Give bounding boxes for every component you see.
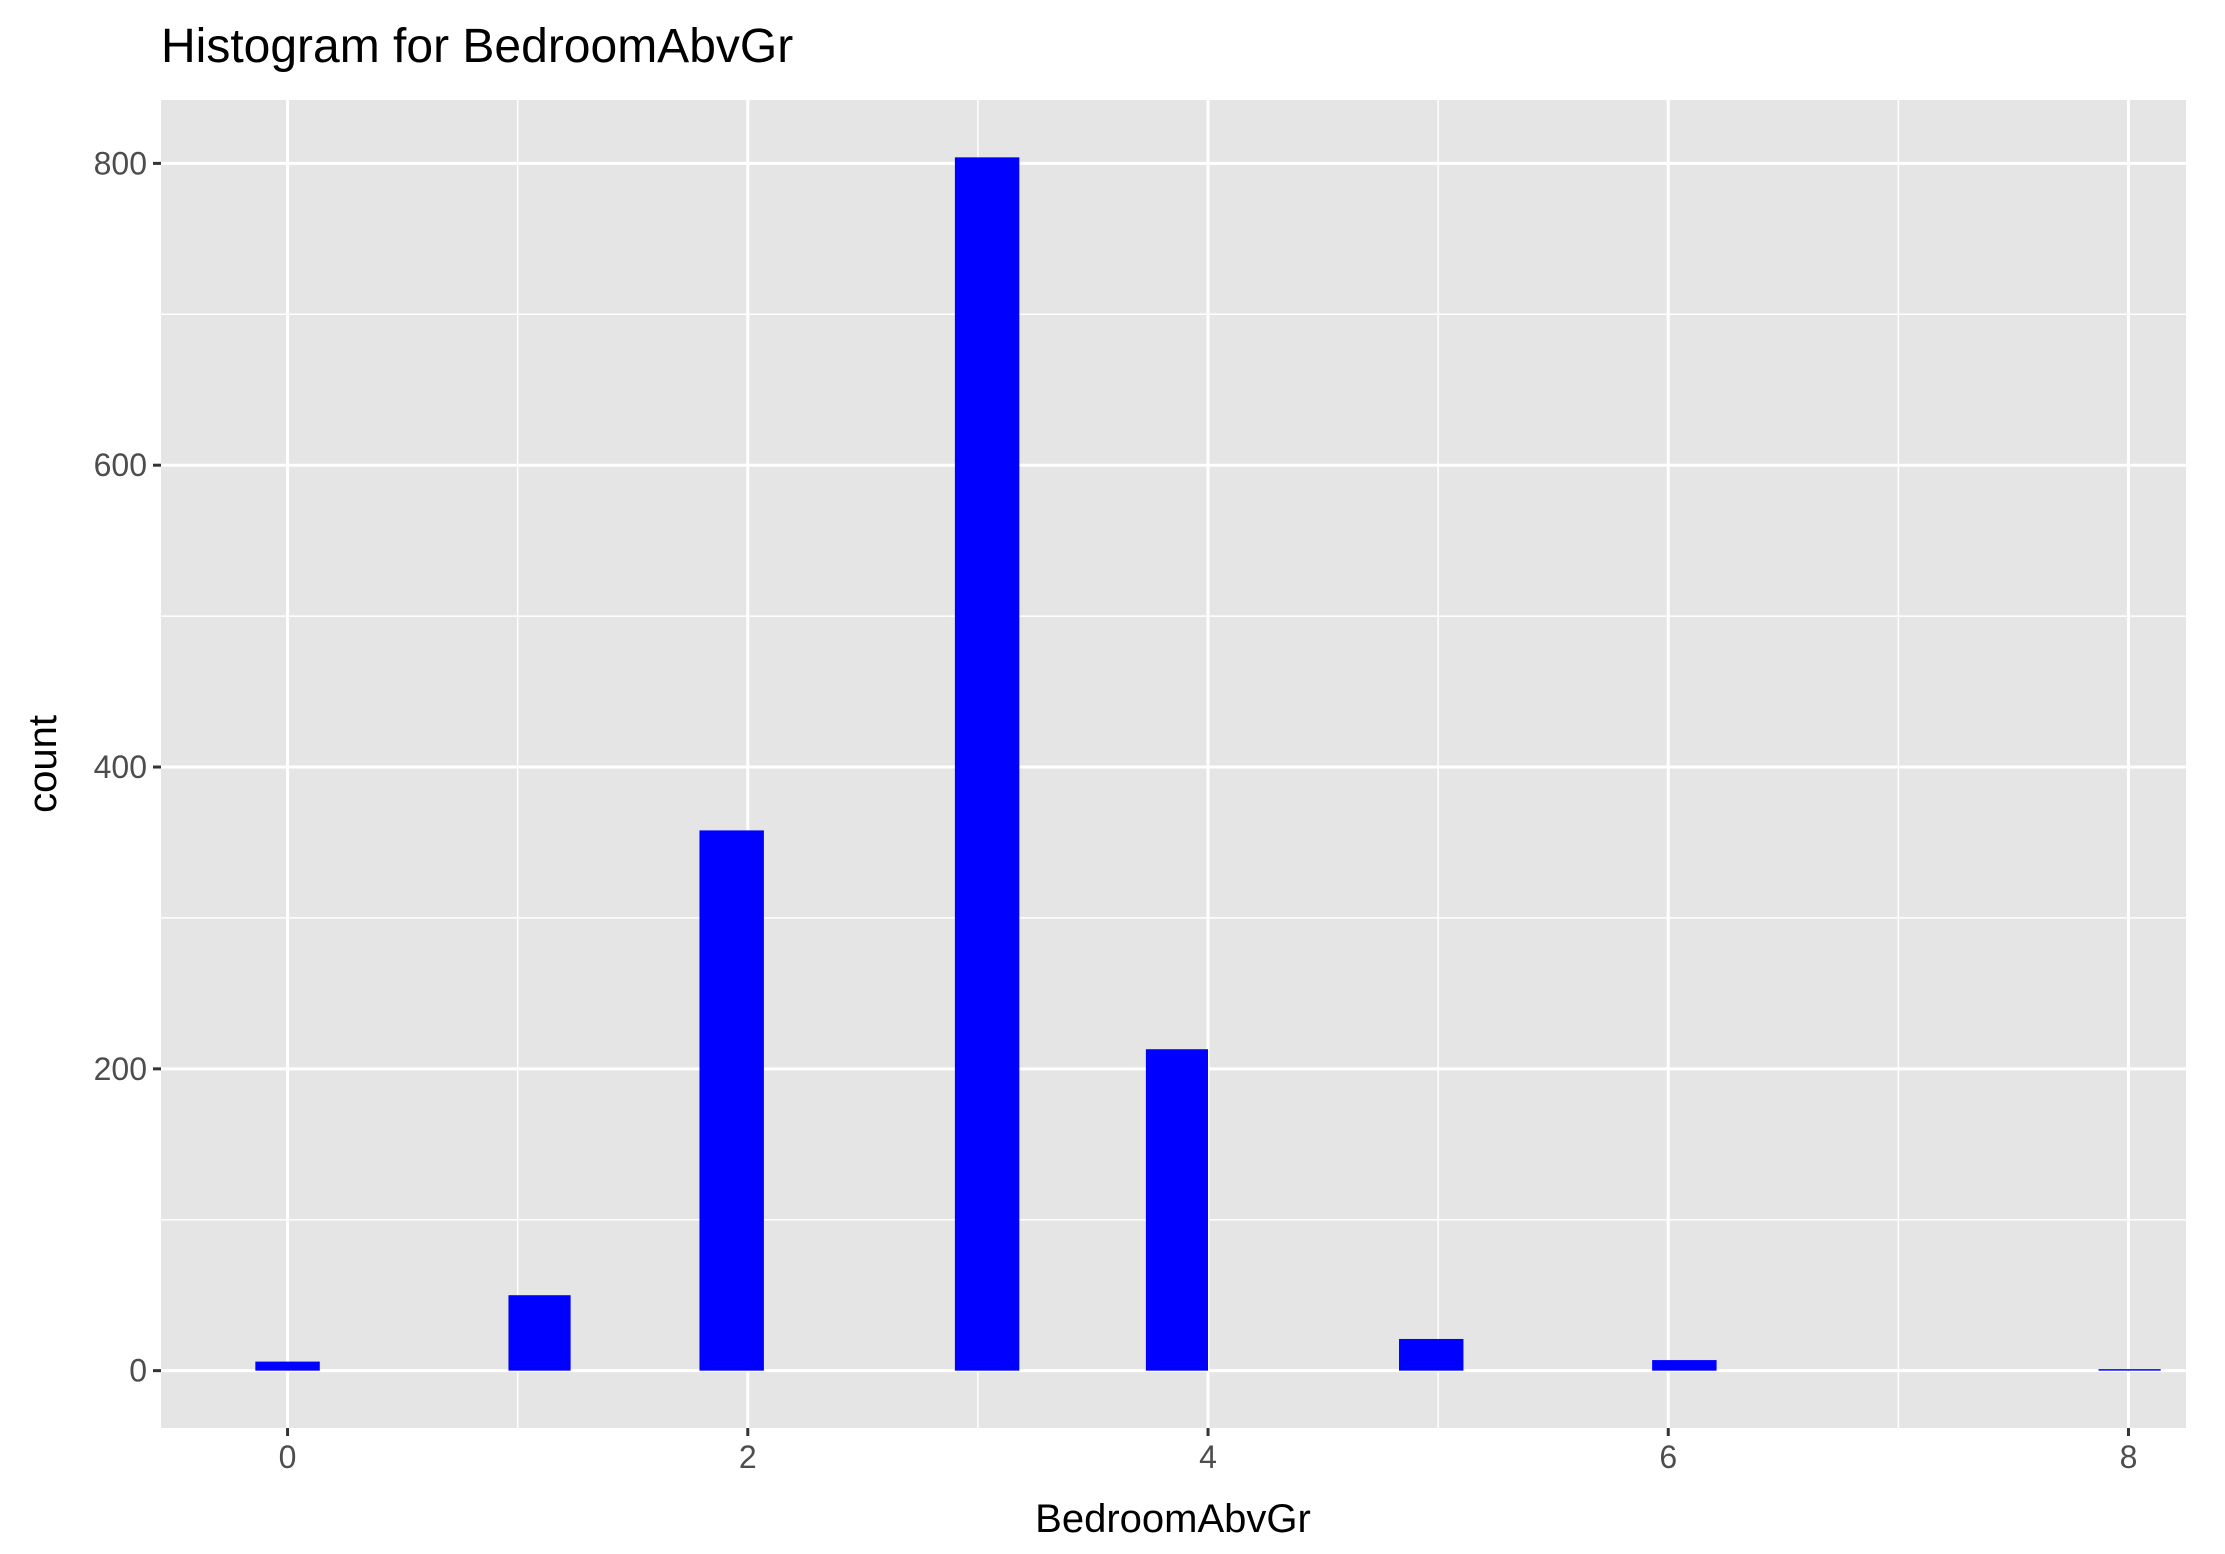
y-tick-label: 0 [129, 1353, 147, 1389]
y-tick-label: 200 [94, 1051, 147, 1087]
y-tick-label: 400 [94, 749, 147, 785]
y-axis-title: count [21, 715, 65, 813]
y-tick-label: 600 [94, 447, 147, 483]
y-tick-label: 800 [94, 145, 147, 181]
x-tick-label: 0 [279, 1439, 297, 1475]
histogram-bar [1399, 1338, 1464, 1371]
histogram-bar [1652, 1360, 1717, 1371]
x-axis-title: BedroomAbvGr [1035, 1497, 1311, 1541]
histogram-bar [954, 157, 1020, 1371]
x-tick-label: 4 [1199, 1439, 1217, 1475]
bars-group [255, 157, 2161, 1371]
x-axis: 0 2 4 6 8 [279, 1428, 2138, 1475]
chart-title: Histogram for BedroomAbvGr [161, 20, 793, 73]
y-axis: 0 200 400 600 800 [94, 145, 161, 1389]
x-tick-label: 2 [739, 1439, 757, 1475]
histogram-bar [2098, 1369, 2161, 1371]
x-tick-label: 8 [2120, 1439, 2138, 1475]
x-tick-label: 6 [1659, 1439, 1677, 1475]
histogram-bar [508, 1295, 571, 1371]
histogram-bar [255, 1361, 320, 1371]
histogram-bar [1145, 1049, 1209, 1371]
histogram-bar [699, 830, 764, 1371]
